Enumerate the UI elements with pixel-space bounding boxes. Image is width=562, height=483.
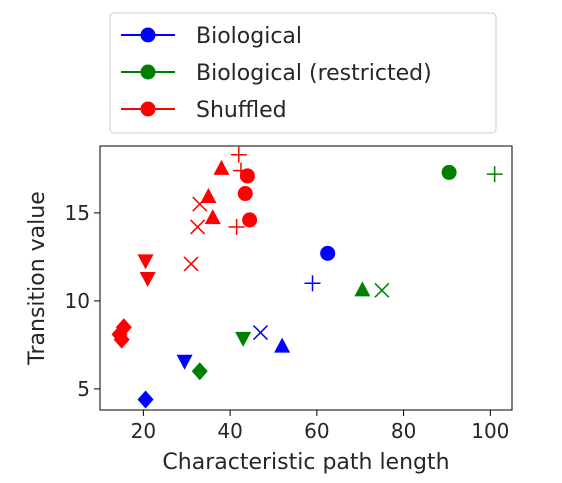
x-tick-label: 100 bbox=[471, 419, 509, 443]
legend-label: Biological bbox=[196, 24, 302, 49]
data-point-plus bbox=[232, 162, 249, 179]
legend-entry: Shuffled bbox=[121, 98, 287, 123]
data-point-triangle-down bbox=[235, 331, 252, 347]
data-point-triangle-up bbox=[204, 209, 221, 225]
data-point-x bbox=[190, 219, 206, 235]
plot-area bbox=[99, 145, 513, 411]
legend-marker bbox=[140, 101, 156, 117]
data-point-diamond bbox=[191, 362, 208, 381]
data-point-circle bbox=[441, 164, 457, 180]
data-point-circle bbox=[237, 186, 253, 202]
data-point-triangle-up bbox=[213, 159, 230, 175]
legend-label: Biological (restricted) bbox=[196, 61, 432, 86]
y-tick-label: 15 bbox=[65, 201, 90, 225]
data-point-plus bbox=[230, 146, 247, 163]
data-point-plus bbox=[486, 166, 503, 183]
data-point-triangle-down bbox=[137, 254, 154, 270]
data-point-plus bbox=[304, 275, 321, 292]
x-axis-label: Characteristic path length bbox=[162, 450, 449, 475]
x-tick-label: 80 bbox=[391, 419, 416, 443]
legend-entry: Biological (restricted) bbox=[121, 61, 432, 86]
data-point-circle bbox=[242, 212, 258, 228]
legend-marker bbox=[140, 27, 156, 43]
data-point-x bbox=[183, 256, 199, 272]
legend: Biological Biological (restricted) Shuffle… bbox=[109, 12, 497, 134]
data-point-triangle-down bbox=[139, 272, 156, 287]
data-point-x bbox=[374, 282, 390, 298]
y-axis-label: Transition value bbox=[25, 191, 50, 365]
data-points bbox=[111, 146, 503, 409]
x-tick-label: 60 bbox=[304, 419, 329, 443]
legend-marker bbox=[140, 64, 156, 80]
data-point-circle bbox=[320, 245, 336, 261]
legend-frame bbox=[109, 12, 497, 134]
data-point-diamond bbox=[137, 390, 154, 409]
data-point-circle bbox=[239, 168, 255, 184]
data-point-plus bbox=[228, 218, 245, 235]
x-tick-label: 40 bbox=[217, 419, 242, 443]
data-point-x bbox=[252, 325, 268, 341]
legend-label: Shuffled bbox=[196, 98, 287, 123]
x-tick-label: 20 bbox=[131, 419, 156, 443]
y-tick-label: 10 bbox=[65, 289, 90, 313]
legend-entry: Biological bbox=[121, 24, 302, 49]
data-point-triangle-up bbox=[200, 188, 217, 204]
axis-ticks: 20 40 60 80 100 5 10 15 bbox=[65, 201, 510, 443]
data-point-triangle-down bbox=[176, 354, 193, 370]
data-point-triangle-up bbox=[274, 337, 291, 353]
y-tick-label: 5 bbox=[77, 377, 90, 401]
data-point-triangle-up bbox=[354, 281, 371, 297]
data-point-diamond bbox=[113, 330, 130, 349]
